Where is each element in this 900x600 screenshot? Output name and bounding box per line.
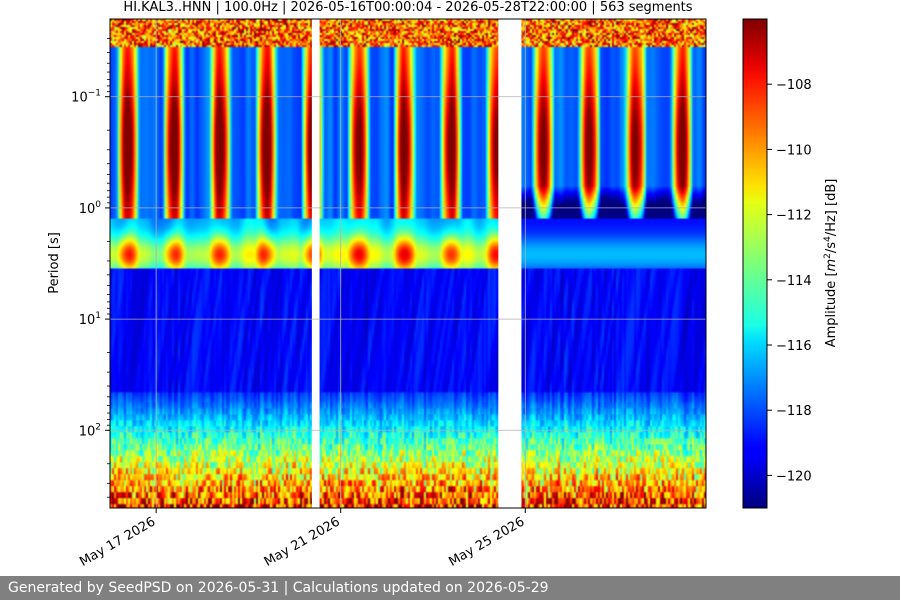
x-tick-label: May 25 2026 (446, 514, 527, 569)
colorbar-tick-label: −112 (776, 209, 812, 224)
plot-area (109, 18, 707, 509)
footer-banner: Generated by SeedPSD on 2026-05-31 | Cal… (0, 576, 900, 600)
grid-lines (110, 19, 706, 508)
y-tick-label: 10−1 (71, 89, 101, 106)
colorbar-gradient (742, 18, 768, 509)
y-tick-label: 100 (79, 200, 102, 217)
colorbar-tick-label: −120 (776, 469, 812, 484)
y-tick-label: 102 (79, 422, 101, 439)
colorbar-ticks: −108 −110 −112 −114 −116 −118 −120 (767, 78, 812, 484)
x-tick-label: May 17 2026 (77, 514, 158, 569)
colorbar-tick-label: −110 (776, 143, 812, 158)
spectrogram-heatmap (110, 19, 706, 508)
chart-title: HI.KAL3..HNN | 100.0Hz | 2026-05-16T00:0… (123, 0, 692, 15)
data-gap (311, 19, 320, 508)
y-axis: 10−1 100 101 102 (71, 38, 110, 498)
y-tick-label: 101 (79, 311, 101, 328)
y-axis-label: Period [s] (47, 232, 62, 294)
colorbar-label: Amplitude [m2/s4/Hz] [dB] (823, 179, 839, 348)
data-gap (498, 19, 522, 508)
colorbar-tick-label: −116 (776, 339, 812, 354)
colorbar-tick-label: −118 (776, 404, 812, 419)
colorbar: −108 −110 −112 −114 −116 −118 −120 Amplitude [… (742, 18, 839, 509)
colorbar-tick-label: −108 (776, 78, 812, 93)
colorbar-tick-label: −114 (776, 274, 812, 289)
x-tick-label: May 21 2026 (262, 514, 343, 569)
x-axis: May 17 2026 May 21 2026 May 25 2026 (77, 508, 527, 570)
data-gaps (311, 19, 522, 508)
plot-frame (109, 18, 707, 509)
